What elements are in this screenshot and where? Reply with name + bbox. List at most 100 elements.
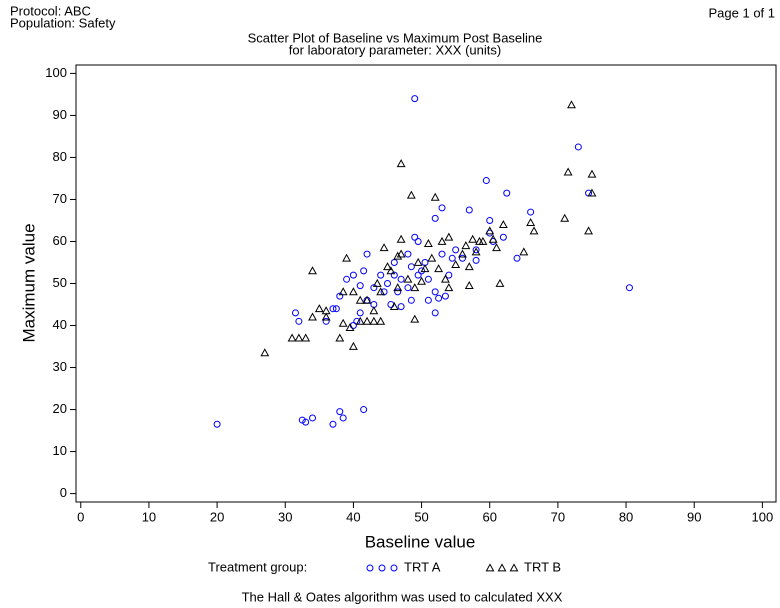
- point: [458, 254, 466, 262]
- point: [339, 414, 347, 422]
- point: [430, 192, 440, 201]
- x-tick-label: 50: [414, 509, 428, 524]
- point: [440, 274, 450, 283]
- point: [383, 280, 391, 287]
- x-tick-label: 60: [482, 509, 496, 524]
- point: [461, 241, 471, 250]
- y-tick-label: 20: [53, 401, 67, 416]
- point: [397, 303, 405, 311]
- point: [424, 296, 432, 304]
- point: [486, 216, 494, 224]
- point: [345, 322, 355, 331]
- point: [338, 287, 348, 296]
- point: [349, 271, 357, 279]
- point: [423, 238, 433, 247]
- y-tick-label: 60: [53, 233, 67, 248]
- point: [390, 271, 398, 279]
- point: [372, 278, 382, 287]
- point: [448, 254, 456, 262]
- legend-symbol: [378, 564, 386, 572]
- y-tick-label: 90: [53, 107, 67, 122]
- point: [379, 243, 389, 252]
- x-tick-label: 90: [687, 509, 701, 524]
- point: [471, 247, 481, 256]
- point: [376, 316, 386, 325]
- point: [478, 236, 488, 245]
- point: [332, 305, 340, 313]
- legend-symbol: [497, 563, 507, 572]
- point: [563, 167, 573, 176]
- point: [389, 301, 399, 310]
- point: [404, 284, 412, 292]
- point: [301, 333, 311, 342]
- y-tick-label: 10: [53, 443, 67, 458]
- x-tick-label: 0: [77, 509, 84, 524]
- point: [403, 274, 413, 283]
- population: Population: Safety: [10, 15, 116, 30]
- point: [444, 283, 454, 292]
- x-tick-label: 40: [346, 509, 360, 524]
- y-tick-label: 0: [60, 485, 67, 500]
- x-tick-label: 100: [752, 509, 774, 524]
- point: [495, 278, 505, 287]
- point: [625, 284, 633, 292]
- point: [362, 316, 372, 325]
- y-tick-label: 40: [53, 317, 67, 332]
- point: [441, 292, 449, 300]
- x-tick-label: 10: [142, 509, 156, 524]
- point: [309, 414, 317, 422]
- x-tick-label: 30: [278, 509, 292, 524]
- point: [587, 188, 597, 197]
- y-tick-label: 30: [53, 359, 67, 374]
- point: [431, 288, 439, 296]
- point: [488, 234, 498, 243]
- point: [321, 312, 331, 321]
- point: [342, 253, 352, 262]
- point: [322, 317, 330, 325]
- point: [410, 314, 420, 323]
- point: [437, 236, 447, 245]
- point: [360, 406, 368, 414]
- point: [377, 271, 385, 279]
- point: [427, 253, 437, 262]
- point: [287, 333, 297, 342]
- point: [410, 283, 420, 292]
- point: [445, 271, 453, 279]
- point: [355, 316, 365, 325]
- chart-title: Scatter Plot of Baseline vs Maximum Post…: [248, 30, 543, 45]
- x-axis-label: Baseline value: [365, 532, 476, 551]
- point: [314, 304, 324, 313]
- point: [407, 263, 415, 271]
- point: [308, 312, 317, 321]
- point: [452, 246, 460, 254]
- point: [348, 341, 358, 350]
- point: [321, 306, 331, 315]
- point: [431, 214, 439, 222]
- point: [343, 275, 351, 283]
- point: [434, 264, 444, 273]
- x-tick-label: 70: [551, 509, 565, 524]
- point: [396, 159, 406, 168]
- point: [369, 306, 379, 315]
- point: [451, 259, 461, 268]
- point: [369, 316, 379, 325]
- y-axis-label: Maximum value: [19, 223, 38, 342]
- point: [336, 292, 344, 300]
- point: [485, 226, 495, 235]
- point: [411, 233, 419, 241]
- point: [338, 318, 348, 327]
- point: [431, 309, 439, 317]
- legend-title: Treatment group:: [208, 559, 307, 574]
- y-tick-label: 70: [53, 191, 67, 206]
- point: [386, 266, 396, 275]
- legend-symbol: [366, 564, 374, 572]
- point: [472, 246, 480, 254]
- point: [413, 257, 423, 266]
- legend-symbol: [509, 563, 519, 572]
- point: [396, 234, 406, 243]
- point: [414, 271, 422, 279]
- point: [468, 234, 478, 243]
- point: [465, 206, 473, 214]
- point: [356, 282, 364, 290]
